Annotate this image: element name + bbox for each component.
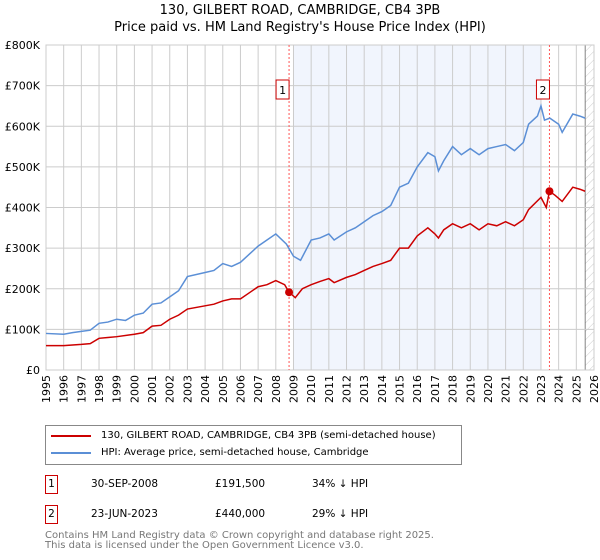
sale-point [285,288,294,297]
y-tick-label: £800K [5,39,41,52]
sale-annotation-label: 1 [279,84,286,97]
y-tick-label: £600K [5,120,41,133]
sale-row: 1 30-SEP-2008 £191,500 34% ↓ HPI [45,475,445,497]
sale-price: £440,000 [215,508,266,520]
footer-line: Contains HM Land Registry data © Crown c… [45,530,434,541]
x-tick-label: 2026 [588,375,600,403]
sale-row: 2 23-JUN-2023 £440,000 29% ↓ HPI [45,505,445,527]
sale-annotation-label: 2 [539,84,546,97]
y-tick-label: £400K [5,202,41,215]
legend-item-hpi: HPI: Average price, semi-detached house,… [51,447,369,458]
sale-price: £191,500 [215,478,266,490]
x-tick-label: 2000 [128,375,141,403]
x-tick-label: 2006 [234,375,247,403]
x-tick-label: 2002 [164,375,177,403]
sale-date: 23-JUN-2023 [91,508,158,520]
series-line [46,186,586,347]
y-tick-label: £200K [5,283,41,296]
x-tick-label: 1999 [111,375,124,403]
x-tick-label: 2016 [411,375,424,403]
x-tick-label: 2010 [305,375,318,403]
legend-item-property: 130, GILBERT ROAD, CAMBRIDGE, CB4 3PB (s… [51,430,436,441]
x-tick-label: 2021 [500,375,513,403]
plot-frame [45,44,595,371]
x-tick-label: 2024 [553,375,566,403]
legend-label: HPI: Average price, semi-detached house,… [101,447,369,458]
y-tick-label: £0 [26,364,40,377]
x-tick-label: 2013 [358,375,371,403]
x-tick-label: 2001 [146,375,159,403]
x-tick-label: 1998 [93,375,106,403]
legend-swatch [51,434,91,437]
sale-badge: 2 [45,505,58,524]
chart-title: 130, GILBERT ROAD, CAMBRIDGE, CB4 3PB [159,3,441,18]
x-tick-label: 2011 [323,375,336,403]
x-tick-label: 2007 [252,375,265,403]
legend-swatch [51,451,91,454]
x-tick-label: 2003 [181,375,194,403]
x-tick-label: 2023 [535,375,548,403]
y-tick-label: £500K [5,161,41,174]
sale-hpi: 29% ↓ HPI [312,508,369,520]
x-tick-label: 1996 [58,375,71,403]
series-line [45,103,586,336]
x-tick-label: 2025 [570,375,583,403]
x-tick-label: 2004 [199,375,212,403]
sale-annotation-box [275,79,290,100]
y-tick-label: £700K [5,80,41,93]
x-tick-label: 2019 [464,375,477,403]
sale-hpi: 34% ↓ HPI [312,478,369,490]
x-tick-label: 2014 [376,375,389,403]
x-tick-label: 2017 [429,375,442,403]
x-tick-label: 2012 [341,375,354,403]
sale-annotation-box [535,79,550,100]
x-tick-label: 2018 [447,375,460,403]
x-tick-label: 2008 [270,375,283,403]
x-tick-label: 2020 [482,375,495,403]
footer: Contains HM Land Registry data © Crown c… [45,531,434,551]
sale-point [545,187,554,196]
x-tick-label: 1997 [75,375,88,403]
legend: 130, GILBERT ROAD, CAMBRIDGE, CB4 3PB (s… [45,425,462,465]
price-chart: 1995 1996 1997 1998 1999 2000 2001 2002 2003 2004… [5,39,600,403]
chart-subtitle: Price paid vs. HM Land Registry's House … [114,20,486,35]
x-tick-label: 1995 [40,375,53,403]
sale-badge: 1 [45,475,58,494]
y-tick-label: £100K [5,323,41,336]
x-tick-label: 2015 [394,375,407,403]
footer-line: This data is licensed under the Open Gov… [45,540,364,551]
y-tick-label: £300K [5,242,41,255]
x-tick-label: 2009 [287,375,300,403]
x-tick-label: 2022 [517,375,530,403]
x-tick-label: 2005 [217,375,230,403]
sale-date: 30-SEP-2008 [91,478,159,490]
legend-label: 130, GILBERT ROAD, CAMBRIDGE, CB4 3PB (s… [101,430,436,441]
